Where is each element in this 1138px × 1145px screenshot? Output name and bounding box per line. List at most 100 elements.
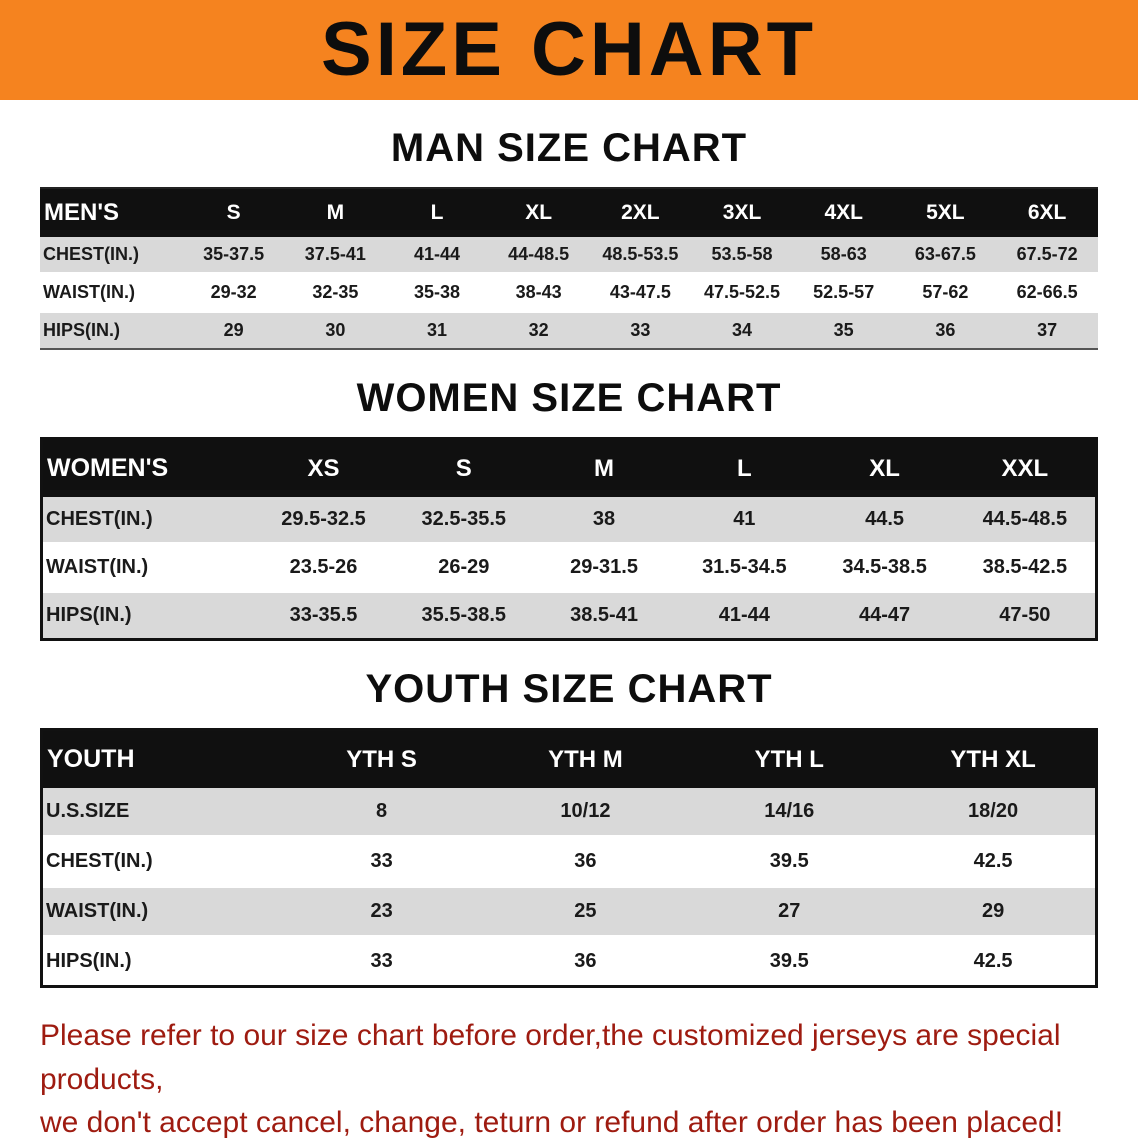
value-cell: 44-48.5 bbox=[508, 244, 570, 264]
row-label-cell: WAIST(IN.) bbox=[43, 282, 135, 302]
size-header-cell: S bbox=[182, 189, 285, 237]
value-cell: 32.5-35.5 bbox=[421, 508, 507, 530]
value-cell: 33-35.5 bbox=[289, 604, 358, 626]
value-cell: 53.5-58 bbox=[711, 244, 773, 264]
size-header-cell: M bbox=[533, 440, 675, 497]
value-cell: 62-66.5 bbox=[1016, 282, 1078, 302]
value-cell: 10/12 bbox=[560, 800, 611, 822]
value-cell: 26-29 bbox=[438, 556, 490, 578]
value-cell: 36 bbox=[574, 950, 597, 972]
table-row: HIPS(IN.) 33-35.5 35.5-38.5 38.5-41 41-44 44-… bbox=[43, 591, 1095, 638]
value-cell: 32-35 bbox=[312, 282, 359, 302]
size-header-cell: YTH M bbox=[483, 731, 688, 788]
value-cell: 30 bbox=[325, 320, 346, 340]
table-header-row: MEN'S S M L XL 2XL 3XL 4XL 5XL 6XL bbox=[40, 189, 1098, 237]
value-cell: 35-37.5 bbox=[203, 244, 265, 264]
value-cell: 23.5-26 bbox=[289, 556, 358, 578]
row-label-cell: CHEST(IN.) bbox=[46, 508, 153, 530]
value-cell: 38-43 bbox=[515, 282, 562, 302]
size-header-cell: 2XL bbox=[589, 189, 692, 237]
size-header-cell: YTH XL bbox=[891, 731, 1095, 788]
value-cell: 42.5 bbox=[973, 950, 1013, 972]
value-cell: 42.5 bbox=[973, 850, 1013, 872]
table-row: WAIST(IN.) 23.5-26 26-29 29-31.5 31.5-34.5 34… bbox=[43, 543, 1095, 592]
table-title-cell: WOMEN'S bbox=[43, 440, 254, 497]
section-women: WOMEN SIZE CHART WOMEN'S XS S M L XL XXL CHEST(… bbox=[0, 376, 1138, 641]
size-header-cell: XS bbox=[253, 440, 394, 497]
value-cell: 39.5 bbox=[769, 950, 809, 972]
row-label-cell: U.S.SIZE bbox=[46, 800, 130, 822]
value-cell: 34.5-38.5 bbox=[842, 556, 927, 578]
size-header-cell: XL bbox=[487, 189, 590, 237]
value-cell: 52.5-57 bbox=[813, 282, 875, 302]
table-row: U.S.SIZE 8 10/12 14/16 18/20 bbox=[43, 788, 1095, 837]
value-cell: 41-44 bbox=[718, 604, 770, 626]
value-cell: 63-67.5 bbox=[914, 244, 976, 264]
table-row: HIPS(IN.) 29 30 31 32 33 34 35 36 37 bbox=[40, 311, 1098, 349]
value-cell: 29-31.5 bbox=[570, 556, 638, 578]
note-line-1: Please refer to our size chart before or… bbox=[40, 1019, 1061, 1096]
value-cell: 38.5-41 bbox=[570, 604, 638, 626]
value-cell: 44.5 bbox=[865, 508, 905, 530]
value-cell: 33 bbox=[630, 320, 651, 340]
size-header-cell: L bbox=[386, 189, 488, 237]
value-cell: 29 bbox=[981, 900, 1005, 922]
section-youth: YOUTH SIZE CHART YOUTH YTH S YTH M YTH L YTH… bbox=[0, 667, 1138, 988]
page-title: SIZE CHART bbox=[321, 7, 817, 92]
size-header-cell: YTH L bbox=[687, 731, 892, 788]
table-row: WAIST(IN.) 29-32 32-35 35-38 38-43 43-47.5 47.… bbox=[40, 273, 1098, 312]
size-table: WOMEN'S XS S M L XL XXL CHEST(IN.) 29.5-32.5 32.5… bbox=[43, 440, 1095, 638]
value-cell: 43-47.5 bbox=[609, 282, 671, 302]
size-header-cell: 6XL bbox=[996, 189, 1098, 237]
value-cell: 37 bbox=[1037, 320, 1058, 340]
value-cell: 23 bbox=[370, 900, 393, 922]
value-cell: 37.5-41 bbox=[304, 244, 366, 264]
size-table: MEN'S S M L XL 2XL 3XL 4XL 5XL 6XL CHEST(IN.) 35-37… bbox=[40, 189, 1098, 350]
size-header-cell: 4XL bbox=[792, 189, 895, 237]
row-label-cell: WAIST(IN.) bbox=[46, 556, 149, 578]
size-header-cell: S bbox=[393, 440, 534, 497]
table-title-cell: MEN'S bbox=[40, 189, 183, 237]
value-cell: 39.5 bbox=[769, 850, 809, 872]
value-cell: 35 bbox=[833, 320, 854, 340]
value-cell: 29 bbox=[223, 320, 244, 340]
men-size-table: MEN'S S M L XL 2XL 3XL 4XL 5XL 6XL CHEST(IN.) 35-37… bbox=[40, 187, 1098, 350]
size-header-cell: 3XL bbox=[691, 189, 793, 237]
value-cell: 14/16 bbox=[764, 800, 815, 822]
row-label-cell: HIPS(IN.) bbox=[43, 320, 121, 340]
size-header-cell: 5XL bbox=[894, 189, 997, 237]
size-header-cell: L bbox=[674, 440, 815, 497]
row-label-cell: CHEST(IN.) bbox=[46, 850, 153, 872]
row-label-cell: CHEST(IN.) bbox=[43, 244, 139, 264]
table-row: WAIST(IN.) 23 25 27 29 bbox=[43, 886, 1095, 937]
value-cell: 35-38 bbox=[413, 282, 461, 302]
row-label-cell: WAIST(IN.) bbox=[46, 900, 149, 922]
value-cell: 31.5-34.5 bbox=[702, 556, 787, 578]
value-cell: 67.5-72 bbox=[1016, 244, 1078, 264]
value-cell: 35.5-38.5 bbox=[421, 604, 507, 626]
value-cell: 47-50 bbox=[999, 604, 1051, 626]
value-cell: 44-47 bbox=[859, 604, 911, 626]
men-section-heading: MAN SIZE CHART bbox=[390, 126, 748, 170]
table-row: HIPS(IN.) 33 36 39.5 42.5 bbox=[43, 936, 1095, 985]
row-label-cell: HIPS(IN.) bbox=[46, 604, 132, 626]
size-table: YOUTH YTH S YTH M YTH L YTH XL U.S.SIZE 8 10/12… bbox=[43, 731, 1095, 985]
note-line-2: we don't accept cancel, change, teturn o… bbox=[40, 1106, 1064, 1139]
table-header-row: WOMEN'S XS S M L XL XXL bbox=[43, 440, 1095, 497]
banner: SIZE CHART bbox=[0, 0, 1138, 100]
value-cell: 57-62 bbox=[922, 282, 969, 302]
value-cell: 38.5-42.5 bbox=[982, 556, 1068, 578]
size-header-cell: XL bbox=[814, 440, 955, 497]
value-cell: 58-63 bbox=[820, 244, 867, 264]
value-cell: 36 bbox=[935, 320, 956, 340]
value-cell: 41-44 bbox=[413, 244, 461, 264]
section-men: MAN SIZE CHART MEN'S S M L XL 2XL 3XL 4XL 5XL 6XL… bbox=[0, 126, 1138, 350]
size-header-cell: YTH S bbox=[279, 731, 484, 788]
table-header-row: YOUTH YTH S YTH M YTH L YTH XL bbox=[43, 731, 1095, 788]
value-cell: 38 bbox=[592, 508, 616, 530]
value-cell: 47.5-52.5 bbox=[703, 282, 781, 302]
youth-section-heading: YOUTH SIZE CHART bbox=[365, 667, 773, 711]
table-row: CHEST(IN.) 29.5-32.5 32.5-35.5 38 41 44.5 44.5… bbox=[43, 497, 1095, 544]
value-cell: 32 bbox=[528, 320, 549, 340]
